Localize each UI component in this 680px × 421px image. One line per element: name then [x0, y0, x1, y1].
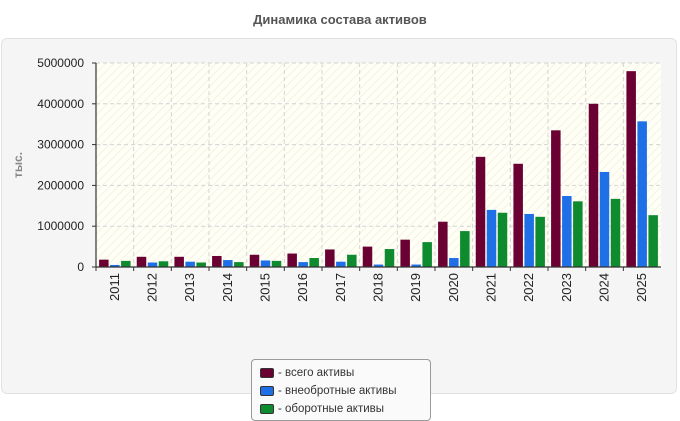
- chart-panel: 0 1000000 2000000 3000000 4000000 5000000 201…: [1, 38, 677, 421]
- y-tick-label: 1000000: [37, 219, 84, 233]
- x-tick-label: 2019: [408, 273, 423, 302]
- legend-swatch-total: [260, 368, 274, 378]
- bar-noncurrent-2018: [373, 264, 384, 267]
- chart-title: Динамика состава активов: [253, 12, 427, 27]
- bar-noncurrent-2022: [524, 213, 534, 267]
- bar-total-2018: [362, 246, 373, 267]
- bar-current-2018: [384, 249, 395, 267]
- bar-total-2025: [626, 71, 636, 267]
- x-tick-label: 2023: [559, 273, 574, 302]
- bar-total-2024: [588, 103, 599, 267]
- y-axis-label: тыс.: [11, 152, 25, 178]
- bar-current-2025: [648, 215, 658, 267]
- bar-noncurrent-2012: [147, 262, 158, 267]
- y-tick-label: 2000000: [37, 178, 84, 192]
- x-tick-label: 2011: [107, 273, 122, 301]
- y-tick-label: 3000000: [37, 138, 84, 152]
- bar-total-2016: [287, 253, 297, 267]
- chart-plot: 0 1000000 2000000 3000000 4000000 5000000 201…: [11, 56, 661, 302]
- bar-noncurrent-2016: [298, 262, 308, 267]
- legend-item-total: - всего активы: [260, 364, 422, 382]
- x-tick-labels: 2011 2012 2013 2014 2015 2016 2017 2018 2019 2020…: [107, 273, 649, 302]
- bar-current-2014: [234, 262, 244, 267]
- legend-label-total: - всего активы: [278, 367, 355, 379]
- bar-current-2012: [158, 261, 169, 267]
- bar-noncurrent-2025: [637, 121, 647, 268]
- legend: - всего активы - внеобротные активы - об…: [251, 359, 431, 421]
- bar-total-2017: [325, 249, 335, 267]
- bar-total-2014: [212, 255, 222, 267]
- bar-total-2023: [551, 130, 561, 267]
- legend-label-noncurrent: - внеобротные активы: [278, 385, 397, 397]
- grid-lines: [96, 62, 661, 267]
- bar-current-2022: [535, 216, 545, 267]
- y-tick-label: 4000000: [37, 97, 84, 111]
- x-tick-label: 2017: [333, 273, 348, 302]
- bar-current-2019: [422, 242, 432, 267]
- bar-noncurrent-2015: [260, 260, 271, 267]
- x-tick-label: 2015: [258, 273, 273, 302]
- x-tick-label: 2016: [295, 273, 310, 302]
- bar-current-2016: [309, 258, 319, 267]
- bar-current-2020: [460, 231, 470, 267]
- legend-item-noncurrent: - внеобротные активы: [260, 382, 422, 400]
- bar-noncurrent-2024: [599, 171, 610, 267]
- bar-current-2017: [347, 254, 357, 267]
- legend-label-current: - оборотные активы: [278, 403, 385, 415]
- x-tick-label: 2018: [371, 273, 386, 302]
- bar-total-2012: [136, 256, 147, 267]
- bar-total-2021: [475, 156, 486, 267]
- bars: [99, 71, 658, 268]
- bar-noncurrent-2011: [110, 264, 120, 267]
- legend-item-current: - оборотные активы: [260, 400, 422, 418]
- bar-total-2015: [249, 254, 260, 267]
- bar-current-2011: [121, 260, 131, 267]
- bar-current-2015: [271, 260, 282, 267]
- x-tick-label: 2025: [634, 273, 649, 302]
- bar-noncurrent-2023: [562, 196, 572, 267]
- bar-noncurrent-2013: [185, 261, 195, 267]
- bar-total-2022: [513, 163, 523, 267]
- bar-current-2013: [196, 262, 206, 267]
- bar-noncurrent-2014: [223, 260, 233, 267]
- bar-noncurrent-2020: [449, 258, 459, 267]
- bar-current-2024: [610, 198, 621, 267]
- bar-noncurrent-2019: [411, 264, 421, 267]
- bar-noncurrent-2017: [336, 261, 346, 267]
- x-tick-label: 2022: [521, 273, 536, 302]
- x-tick-label: 2020: [446, 273, 461, 302]
- x-tick-label: 2021: [484, 273, 499, 302]
- legend-swatch-noncurrent: [260, 386, 274, 396]
- y-tick-labels: 0 1000000 2000000 3000000 4000000 5000000: [37, 56, 84, 274]
- axes: [92, 62, 661, 271]
- x-tick-label: 2012: [145, 273, 160, 302]
- x-tick-label: 2014: [220, 273, 235, 302]
- x-tick-label: 2013: [182, 273, 197, 302]
- bar-total-2020: [438, 221, 448, 267]
- y-tick-label: 0: [77, 260, 84, 274]
- bar-noncurrent-2021: [486, 209, 497, 267]
- bar-current-2021: [497, 212, 508, 267]
- bar-current-2023: [573, 201, 583, 267]
- bar-total-2013: [174, 256, 184, 267]
- legend-swatch-current: [260, 404, 274, 414]
- bar-total-2011: [99, 259, 109, 267]
- y-tick-label: 5000000: [37, 56, 84, 70]
- x-tick-label: 2024: [597, 273, 612, 302]
- bar-total-2019: [400, 239, 410, 267]
